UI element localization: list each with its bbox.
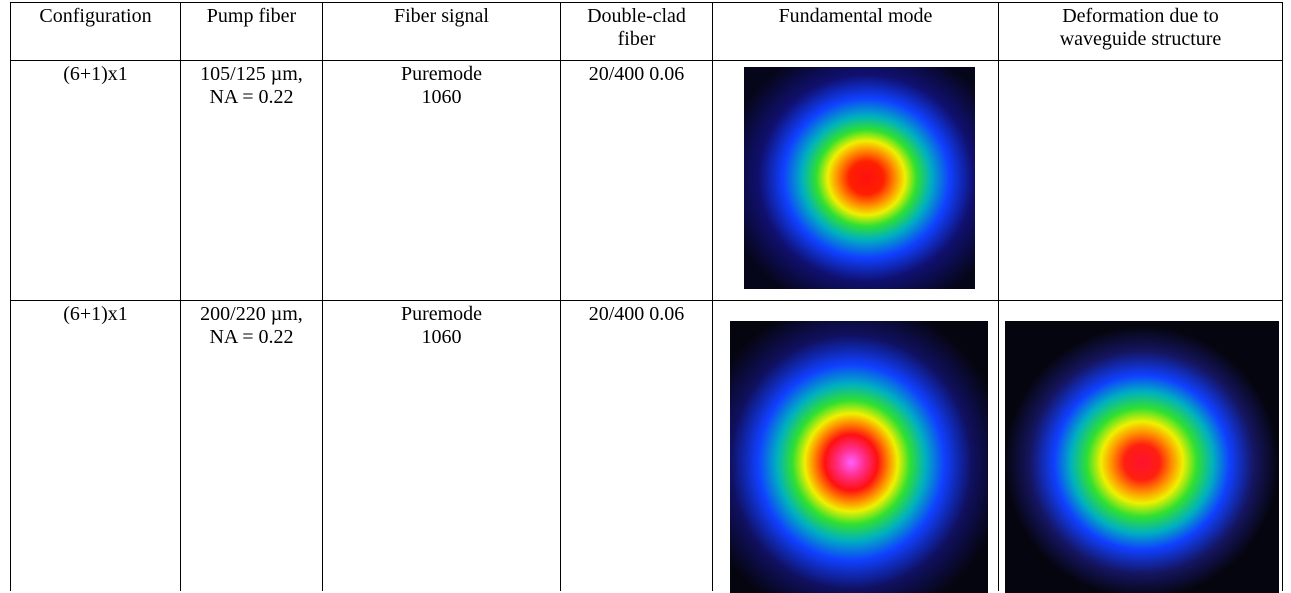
table-cell: 200/220 µm, NA = 0.22 <box>180 300 323 591</box>
header-row: Configuration Pump fiber Fiber signal Doubl… <box>10 2 1283 61</box>
cell-line: waveguide structure <box>1059 28 1222 50</box>
header-cell: Configuration <box>10 2 181 61</box>
cell-line: NA = 0.22 <box>209 86 294 108</box>
table-row: (6+1)x1 200/220 µm, NA = 0.22 Puremode 1060 2… <box>10 300 1283 593</box>
cell-line: Configuration <box>39 5 152 27</box>
table-cell: 20/400 0.06 <box>560 300 713 591</box>
cell-line: Double-clad <box>587 5 686 27</box>
cell-line: NA = 0.22 <box>209 326 294 348</box>
table-cell: 105/125 µm, NA = 0.22 <box>180 60 323 301</box>
cell-line: 20/400 0.06 <box>588 63 685 85</box>
header-cell: Pump fiber <box>180 2 323 61</box>
cell-line: 105/125 µm, <box>200 63 303 85</box>
image-cell <box>712 300 999 593</box>
header-cell: Fiber signal <box>322 2 561 61</box>
cell-line: Deformation due to <box>1062 5 1219 27</box>
mode-table: Configuration Pump fiber Fiber signal Doubl… <box>10 2 1283 593</box>
table-cell: (6+1)x1 <box>10 60 181 301</box>
header-cell: Deformation due to waveguide structure <box>998 2 1283 61</box>
table-cell: (6+1)x1 <box>10 300 181 591</box>
header-cell: Double-clad fiber <box>560 2 713 61</box>
cell-line: Fiber signal <box>394 5 489 27</box>
cell-line: 20/400 0.06 <box>588 303 685 325</box>
table-cell: 20/400 0.06 <box>560 60 713 301</box>
image-cell <box>998 60 1283 301</box>
mode-image <box>730 321 988 593</box>
cell-line: 1060 <box>421 86 462 108</box>
cell-line: Pump fiber <box>206 5 297 27</box>
image-cell <box>712 60 999 301</box>
image-cell <box>998 300 1283 593</box>
cell-line: Fundamental mode <box>778 5 933 27</box>
cell-line: Puremode <box>400 303 483 325</box>
cell-line: 200/220 µm, <box>200 303 303 325</box>
cell-line: fiber <box>617 28 656 50</box>
table-row: (6+1)x1 105/125 µm, NA = 0.22 Puremode 1060 2… <box>10 60 1283 301</box>
mode-image <box>744 67 975 289</box>
table-cell: Puremode 1060 <box>322 60 561 301</box>
cell-line: 1060 <box>421 326 462 348</box>
header-cell: Fundamental mode <box>712 2 999 61</box>
cell-line: (6+1)x1 <box>63 63 128 85</box>
cell-line: (6+1)x1 <box>63 303 128 325</box>
table-cell: Puremode 1060 <box>322 300 561 591</box>
cell-line: Puremode <box>400 63 483 85</box>
mode-image <box>1005 321 1279 593</box>
